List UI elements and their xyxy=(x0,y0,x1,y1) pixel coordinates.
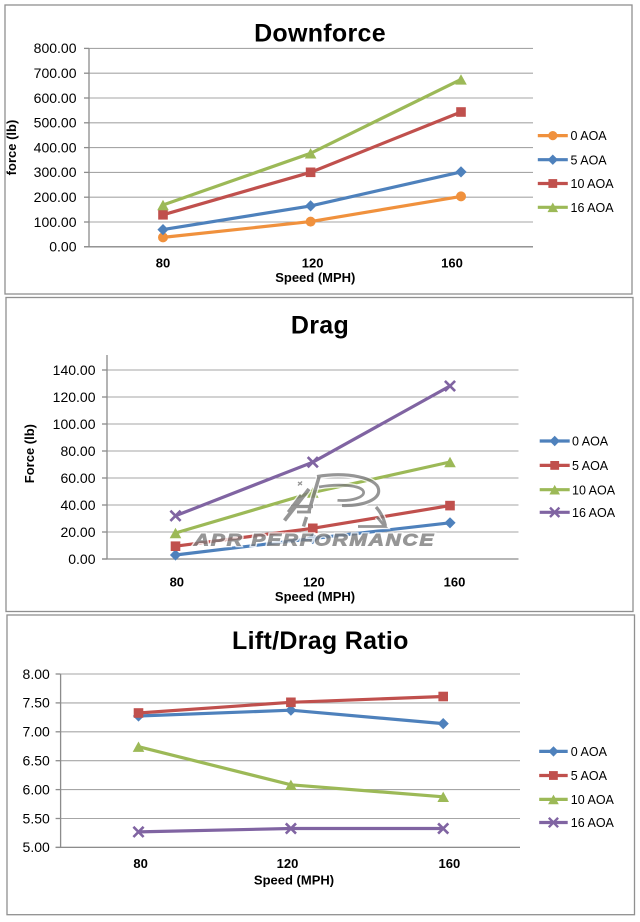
svg-text:Drag: Drag xyxy=(291,312,349,340)
svg-text:60.00: 60.00 xyxy=(60,470,95,486)
svg-text:80: 80 xyxy=(156,256,170,271)
svg-text:200.00: 200.00 xyxy=(34,189,77,205)
svg-text:7.50: 7.50 xyxy=(23,695,50,711)
svg-text:500.00: 500.00 xyxy=(34,115,77,131)
svg-text:100.00: 100.00 xyxy=(53,416,96,432)
svg-text:6.00: 6.00 xyxy=(23,781,50,797)
svg-text:16 AOA: 16 AOA xyxy=(571,201,615,215)
svg-text:40.00: 40.00 xyxy=(60,497,95,513)
svg-text:7.00: 7.00 xyxy=(23,724,50,740)
svg-text:5.50: 5.50 xyxy=(23,810,50,826)
svg-text:120: 120 xyxy=(277,856,299,871)
svg-text:0 AOA: 0 AOA xyxy=(571,745,608,759)
svg-text:120.00: 120.00 xyxy=(53,389,96,405)
svg-text:700.00: 700.00 xyxy=(34,65,77,81)
svg-text:20.00: 20.00 xyxy=(60,524,95,540)
svg-text:0.00: 0.00 xyxy=(68,551,95,567)
svg-text:5 AOA: 5 AOA xyxy=(571,769,608,783)
svg-text:APR PERFORMANCE: APR PERFORMANCE xyxy=(193,531,435,550)
svg-text:0 AOA: 0 AOA xyxy=(571,129,608,143)
svg-text:400.00: 400.00 xyxy=(34,139,77,155)
svg-text:0 AOA: 0 AOA xyxy=(572,435,609,449)
svg-text:16 AOA: 16 AOA xyxy=(571,816,615,830)
svg-text:5 AOA: 5 AOA xyxy=(571,153,608,167)
svg-text:140.00: 140.00 xyxy=(53,362,96,378)
svg-text:APR PERFORMANCE: APR PERFORMANCE xyxy=(193,531,435,550)
svg-text:Lift/Drag Ratio: Lift/Drag Ratio xyxy=(232,627,409,655)
svg-text:300.00: 300.00 xyxy=(34,164,77,180)
svg-text:Downforce: Downforce xyxy=(254,20,386,48)
svg-text:Speed (MPH): Speed (MPH) xyxy=(254,872,334,887)
svg-text:160: 160 xyxy=(444,574,466,589)
svg-text:10 AOA: 10 AOA xyxy=(571,177,615,191)
svg-text:600.00: 600.00 xyxy=(34,90,77,106)
svg-text:80.00: 80.00 xyxy=(60,443,95,459)
svg-text:16 AOA: 16 AOA xyxy=(572,506,616,520)
svg-text:120: 120 xyxy=(302,256,324,271)
svg-text:160: 160 xyxy=(439,856,461,871)
svg-text:800.00: 800.00 xyxy=(34,40,77,56)
svg-text:160: 160 xyxy=(441,256,463,271)
svg-text:0.00: 0.00 xyxy=(49,239,76,255)
svg-text:10 AOA: 10 AOA xyxy=(571,793,615,807)
svg-text:5.00: 5.00 xyxy=(23,839,50,855)
svg-text:8.00: 8.00 xyxy=(23,666,50,682)
svg-text:5 AOA: 5 AOA xyxy=(572,459,609,473)
svg-text:force (lb): force (lb) xyxy=(4,120,19,176)
svg-text:10 AOA: 10 AOA xyxy=(572,483,616,497)
svg-text:100.00: 100.00 xyxy=(34,214,77,230)
svg-text:80: 80 xyxy=(170,574,184,589)
svg-text:6.50: 6.50 xyxy=(23,753,50,769)
svg-text:Speed (MPH): Speed (MPH) xyxy=(275,589,355,604)
svg-text:120: 120 xyxy=(303,574,325,589)
svg-text:Force (lb): Force (lb) xyxy=(22,424,37,483)
svg-text:80: 80 xyxy=(133,856,147,871)
svg-text:Speed (MPH): Speed (MPH) xyxy=(275,270,355,285)
